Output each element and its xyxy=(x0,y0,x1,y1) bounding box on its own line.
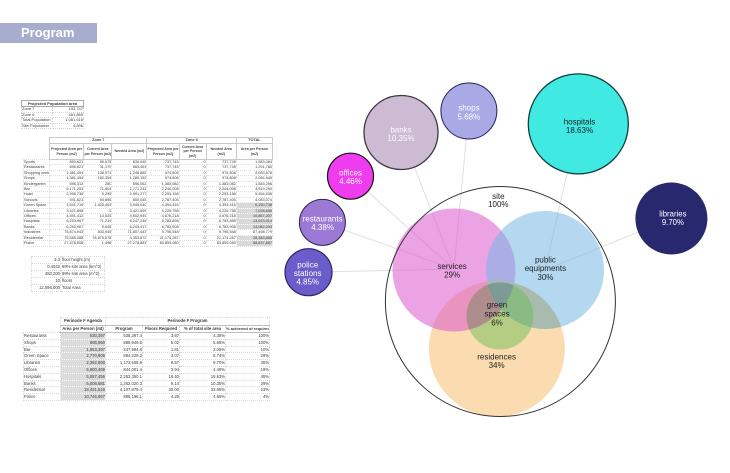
svg-text:libraries: libraries xyxy=(659,209,686,218)
svg-text:4.46%: 4.46% xyxy=(339,177,362,186)
svg-text:police: police xyxy=(297,261,318,270)
svg-text:100%: 100% xyxy=(488,200,508,209)
svg-text:30%: 30% xyxy=(537,273,553,282)
svg-text:6%: 6% xyxy=(491,319,503,328)
svg-text:hospitals: hospitals xyxy=(564,118,596,127)
svg-text:4.38%: 4.38% xyxy=(311,223,334,232)
svg-text:banks: banks xyxy=(390,126,411,135)
svg-text:restaurants: restaurants xyxy=(303,215,343,224)
svg-text:equipments: equipments xyxy=(525,264,566,273)
svg-text:services: services xyxy=(437,262,466,271)
svg-text:5.68%: 5.68% xyxy=(458,113,481,122)
svg-text:34%: 34% xyxy=(489,361,505,370)
svg-text:offices: offices xyxy=(339,169,362,178)
svg-text:9.70%: 9.70% xyxy=(662,218,684,227)
svg-text:spaces: spaces xyxy=(484,310,509,319)
svg-text:29%: 29% xyxy=(444,271,460,280)
svg-text:green: green xyxy=(487,301,507,310)
svg-text:shops: shops xyxy=(458,104,479,113)
svg-text:residences: residences xyxy=(477,353,516,362)
svg-text:4.85%: 4.85% xyxy=(296,278,319,287)
svg-text:stations: stations xyxy=(294,269,322,278)
svg-text:18.63%: 18.63% xyxy=(566,126,593,135)
svg-text:public: public xyxy=(535,256,556,265)
svg-text:site: site xyxy=(492,192,505,201)
svg-text:10.35%: 10.35% xyxy=(387,134,414,143)
